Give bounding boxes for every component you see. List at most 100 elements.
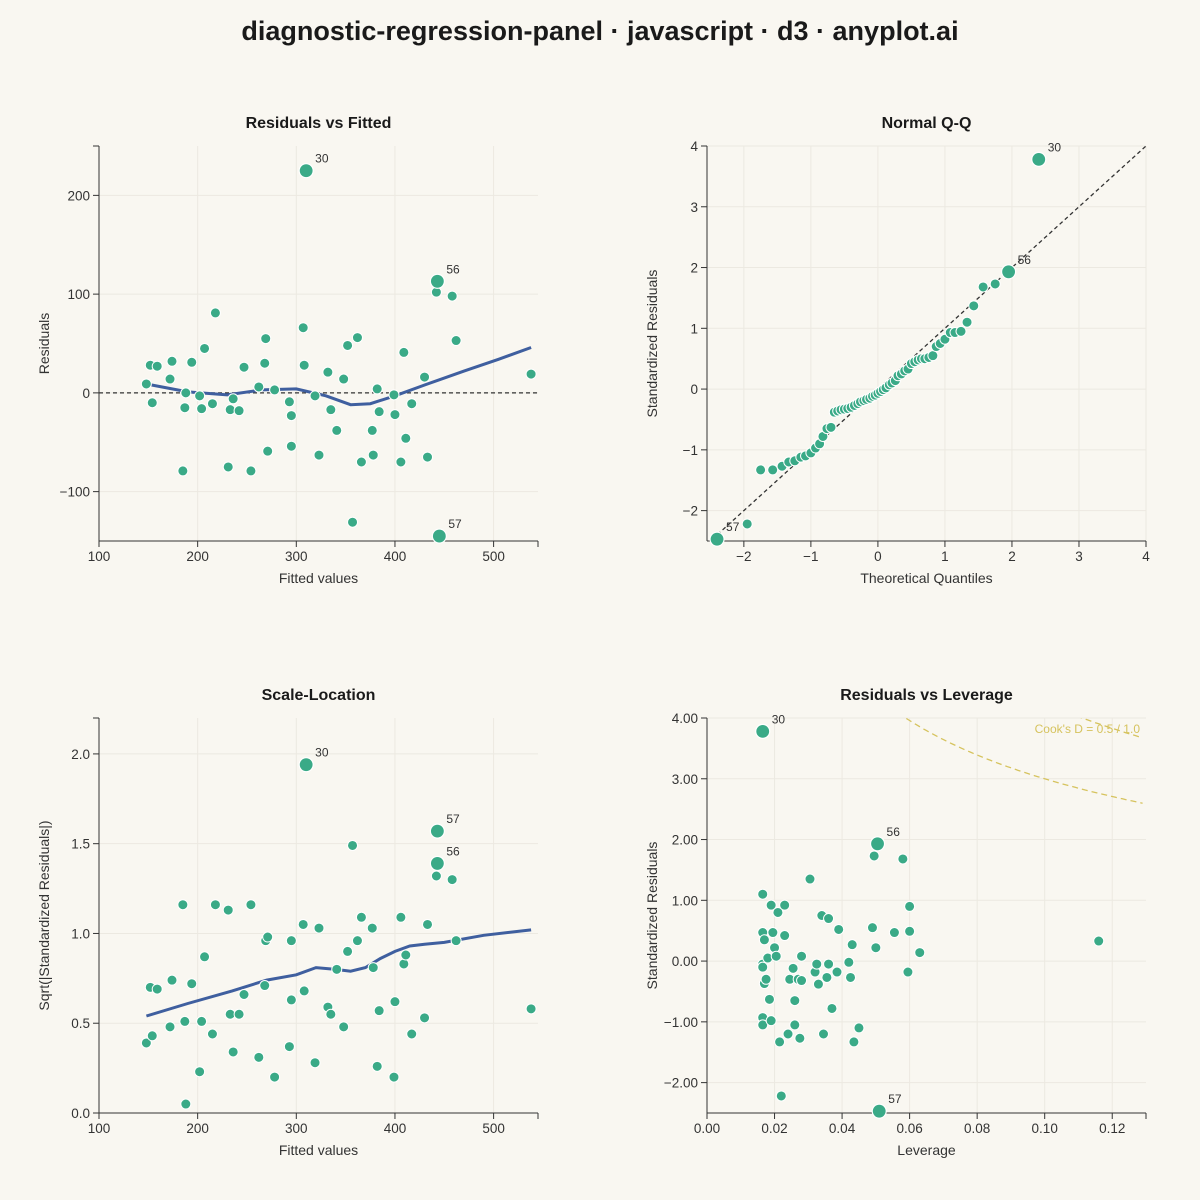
lowess-smooth-line [145, 928, 532, 1018]
x-tick-label: 200 [186, 549, 209, 564]
highlighted-point [755, 723, 771, 739]
y-tick-label: 1.5 [71, 837, 90, 852]
data-point [989, 278, 1001, 290]
qq-reference-line [709, 146, 1146, 541]
data-point [164, 373, 176, 385]
highlighted-point [298, 163, 314, 179]
data-point [206, 398, 218, 410]
data-point [262, 931, 274, 943]
data-point [206, 1028, 218, 1040]
data-point [843, 956, 855, 968]
x-tick-label: 1 [941, 549, 949, 564]
data-point [209, 307, 221, 319]
x-tick-label: −1 [803, 549, 818, 564]
data-point [400, 432, 412, 444]
data-point [194, 1066, 206, 1078]
data-point [371, 383, 383, 395]
y-tick-label: 2.00 [672, 833, 698, 848]
x-axis-label: Fitted values [279, 1142, 358, 1158]
data-point [419, 1012, 431, 1024]
data-point [811, 958, 823, 970]
data-point [794, 1032, 806, 1044]
x-tick-label: 0.08 [964, 1121, 990, 1136]
panel-title: Residuals vs Leverage [840, 687, 1013, 704]
data-point [821, 971, 833, 983]
data-point [238, 989, 250, 1000]
data-point [914, 947, 926, 959]
y-tick-label: 1.00 [672, 893, 698, 908]
point-label: 56 [1018, 253, 1032, 267]
data-point [955, 325, 967, 337]
y-tick-label: 3 [690, 200, 698, 215]
data-point [818, 1028, 830, 1040]
data-point [904, 925, 916, 937]
data-point [196, 1015, 208, 1027]
x-tick-label: 3 [1075, 549, 1083, 564]
x-tick-label: 400 [384, 549, 407, 564]
data-point [775, 1090, 787, 1102]
panel-2: −2 −1 0 1 2 3 4 −2 −1 0 1 2 3 4 Normal Q-Q Theoretical … [644, 115, 1150, 586]
data-point [902, 966, 914, 978]
data-point [285, 935, 297, 947]
data-point [347, 839, 359, 851]
data-point [227, 1046, 239, 1058]
plot-area [757, 718, 1143, 1102]
data-point [897, 853, 909, 865]
data-point [782, 1028, 794, 1040]
data-point [395, 911, 407, 923]
x-tick-label: 0.04 [829, 1121, 856, 1136]
data-point [419, 371, 431, 383]
data-point [422, 918, 434, 930]
data-point [450, 335, 462, 347]
grid [98, 718, 538, 1114]
data-point [388, 1071, 400, 1083]
cooks-distance-curve [904, 718, 1143, 804]
data-point [233, 405, 245, 417]
data-point [194, 390, 206, 402]
y-axis-label: Residuals [36, 313, 52, 374]
data-point [140, 378, 152, 390]
data-point [796, 950, 808, 962]
data-point [238, 361, 250, 373]
data-point [398, 958, 410, 970]
data-point [770, 950, 782, 962]
data-point [741, 518, 753, 530]
y-tick-label: 0.00 [672, 954, 698, 969]
data-point [446, 290, 458, 302]
data-point [366, 424, 378, 436]
data-point [179, 1015, 191, 1027]
y-tick-label: 0.5 [71, 1016, 90, 1031]
data-point [313, 922, 325, 934]
data-point [774, 1036, 786, 1048]
data-point [269, 1071, 281, 1083]
data-point [199, 342, 211, 354]
data-point [177, 899, 189, 911]
data-point [166, 355, 178, 367]
x-tick-label: 500 [482, 1121, 505, 1136]
data-point [395, 456, 407, 468]
data-point [866, 922, 878, 934]
panel-4: 0.00 0.02 0.04 0.06 0.08 0.10 0.12 −2.00 −1.00 0.… [644, 687, 1147, 1158]
data-point [367, 449, 379, 461]
x-tick-label: −2 [736, 549, 751, 564]
data-point [389, 409, 401, 421]
data-point [389, 996, 401, 1008]
highlighted-point [1031, 151, 1047, 167]
data-point [826, 1002, 838, 1014]
data-point [262, 445, 274, 457]
data-point [927, 350, 939, 362]
data-point [398, 346, 410, 358]
data-point [186, 356, 198, 368]
data-point [450, 935, 462, 947]
data-point [151, 983, 163, 995]
y-tick-label: −100 [60, 485, 90, 500]
data-point [388, 389, 400, 401]
data-point [430, 870, 442, 882]
data-point [259, 980, 271, 992]
x-tick-label: 4 [1142, 549, 1150, 564]
data-point [209, 899, 221, 911]
panel-title: Scale-Location [262, 687, 376, 704]
plot-area [709, 146, 1146, 541]
x-axis-label: Theoretical Quantiles [860, 570, 992, 586]
